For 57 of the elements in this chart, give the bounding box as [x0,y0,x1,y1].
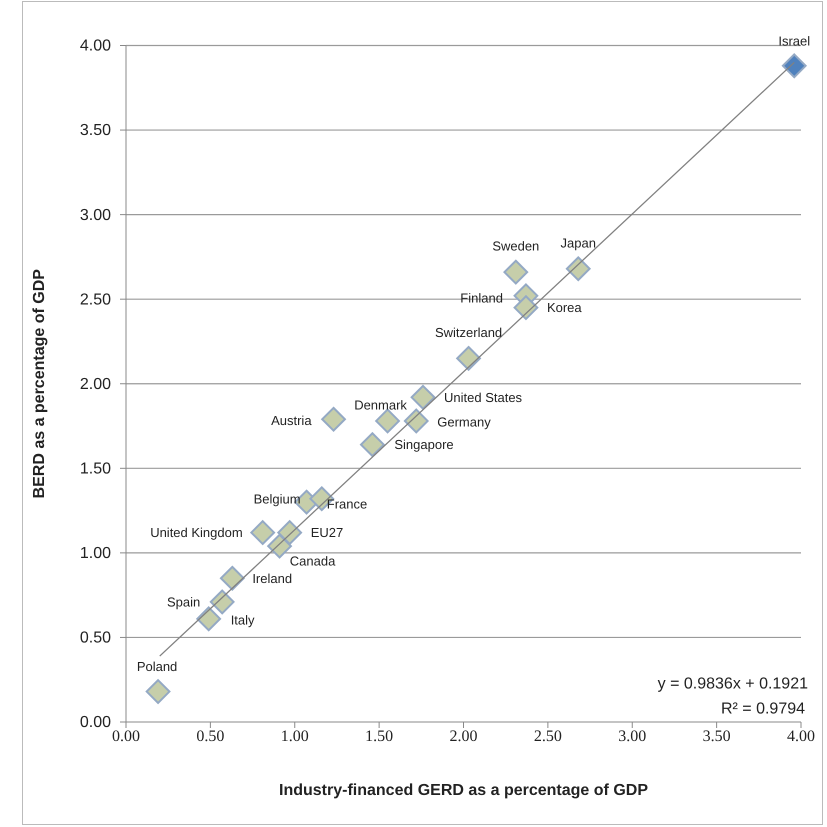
y-tick-label: 4.00 [80,38,112,55]
point [410,384,436,410]
point [514,295,538,320]
annotation: Singapore [394,437,454,452]
y-tick-label: 3.00 [80,206,112,224]
y-axis-title: BERD as a percentage of GDP [31,268,48,498]
y-tick-label: 2.00 [80,376,112,393]
point [503,260,528,285]
annotation: France [326,496,368,512]
point [321,406,346,432]
annotation: Austria [271,412,312,428]
point [146,679,170,704]
y-tick-label: 3.50 [80,122,112,140]
point [210,590,235,614]
point [404,408,429,434]
annotation: Finland [460,290,503,306]
x-tick-label: 3.00 [618,728,646,745]
x-tick-label: 0.00 [112,728,140,745]
annotation: Germany [437,414,492,430]
annotation: Japan [560,235,596,250]
annotation: R² = 0.9794 [720,700,806,718]
point [360,432,385,458]
point [250,520,276,545]
x-tick-label: 2.50 [534,728,562,745]
point [375,408,400,434]
annotation: Poland [136,659,178,674]
y-tick-label: 1.00 [80,544,112,562]
x-tick-label: 0.50 [196,728,224,745]
annotation: Belgium [254,492,301,507]
x-tick-label: 2.00 [450,728,478,745]
point [456,346,481,371]
x-tick-label: 1.00 [280,728,309,745]
x-tick-label: 4.00 [787,728,815,745]
x-tick-label: 1.50 [365,728,394,745]
annotation: Denmark [354,398,408,413]
annotation: United States [444,390,523,405]
x-tick-label: 3.50 [702,728,731,745]
annotation: Sweden [492,238,540,254]
point [267,534,292,558]
annotation: Switzerland [434,324,502,340]
annotation: y = 0.9836x + 0.1921 [658,676,808,693]
annotation: Korea [546,300,582,316]
annotation: Israel [778,33,810,48]
annotation: United Kingdom [150,525,243,540]
annotation: EU27 [310,525,344,540]
y-tick-label: 0.50 [80,630,112,647]
point [566,256,591,282]
y-tick-label: 2.50 [80,291,112,308]
y-tick-label: 0.00 [80,714,112,732]
annotation: Spain [166,594,200,610]
annotation: Italy [230,612,256,628]
point [220,566,245,591]
y-tick-label: 1.50 [80,460,112,478]
x-axis-title: Industry-financed GERD as a percentage of GDP [279,782,648,799]
annotation: Canada [290,554,336,569]
annotation: Ireland [252,570,292,586]
point [782,53,807,78]
